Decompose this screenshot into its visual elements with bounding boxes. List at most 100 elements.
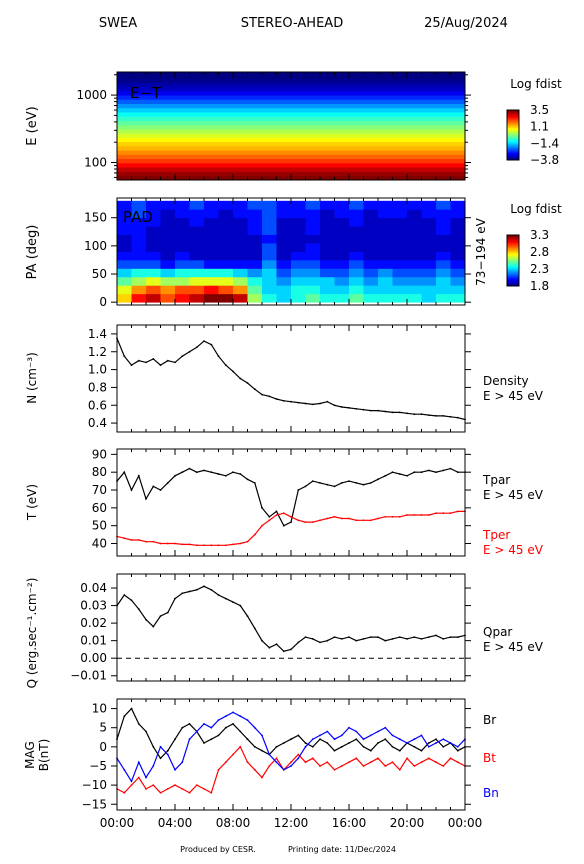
mag-bt-point — [333, 768, 336, 771]
pad-cell — [189, 217, 205, 227]
mag-br-point — [340, 745, 343, 748]
mag-bt-point — [253, 768, 256, 771]
mag-bn-point — [398, 738, 401, 741]
mag-bt-point — [203, 788, 205, 790]
pad-cell — [189, 209, 205, 219]
temperature-tpar-point — [413, 471, 416, 474]
et-colorbar-cell — [507, 138, 519, 141]
mag-bn-point — [275, 761, 278, 764]
pad-cell — [450, 226, 466, 236]
pad-cell — [436, 209, 451, 219]
pad-cell — [407, 243, 422, 252]
mag-bn-point — [188, 738, 191, 741]
et-colorbar-cell — [507, 112, 519, 115]
pad-colorbar-cell — [507, 282, 519, 284]
pad-cell — [407, 285, 422, 295]
mag-br-point — [311, 745, 314, 748]
mag-bn-point — [159, 745, 162, 748]
pad-cell — [262, 226, 277, 236]
pad-cell — [175, 217, 190, 227]
mag-bt-point — [246, 761, 249, 764]
pad-cell — [436, 268, 451, 278]
density-density-point — [210, 343, 213, 346]
pad-cell — [204, 293, 219, 303]
heatflux-qpar-point — [413, 636, 416, 638]
pad-cell — [117, 217, 132, 227]
et-colorbar-cell — [507, 148, 519, 151]
pad-cell — [131, 226, 147, 236]
et-energy-band — [117, 90, 465, 96]
density-ytick-label: 0.6 — [88, 398, 107, 412]
et-colorbar-tick-label: −3.8 — [530, 153, 559, 167]
pad-cell — [117, 209, 132, 219]
temperature-tper-point — [406, 514, 408, 516]
mag-bt-point — [137, 776, 140, 779]
pad-cell — [146, 259, 161, 269]
temperature-tper-point — [188, 543, 191, 546]
et-colorbar-cell — [507, 118, 519, 121]
density-density-point — [326, 400, 329, 403]
pad-cell — [421, 268, 437, 278]
heatflux-ytick-label: 0.01 — [80, 634, 107, 648]
et-colorbar-cell — [507, 156, 519, 158]
heatflux-qpar-point — [159, 615, 162, 617]
pad-cell — [189, 251, 205, 261]
pad-cell — [146, 268, 161, 278]
heatflux-series-qpar-line — [116, 585, 466, 652]
density-density-point — [123, 355, 126, 358]
temperature-tpar-point — [420, 471, 423, 474]
pad-cell — [320, 251, 335, 261]
temperature-tpar-point — [268, 515, 271, 518]
mag-bn-point — [174, 768, 176, 771]
mag-bn-point — [449, 742, 452, 744]
heatflux-qpar-point — [282, 650, 285, 653]
et-colorbar-cell — [507, 130, 519, 132]
pad-cell — [233, 217, 248, 227]
temperature-ytick-label: 60 — [92, 501, 107, 515]
mag-xtick-label: 16:00 — [332, 816, 367, 830]
pad-cell — [349, 234, 364, 244]
pad-cell — [334, 243, 350, 252]
temperature-tper-point — [246, 540, 249, 543]
temperature-tpar-point — [152, 485, 155, 488]
et-energy-band — [117, 145, 465, 151]
mag-br-point — [224, 726, 227, 729]
pad-colorbar-cell — [507, 240, 519, 242]
temperature-frame — [116, 448, 466, 557]
pad-cell — [218, 259, 234, 269]
density-density-point — [413, 413, 416, 416]
temperature-tpar-point — [224, 474, 227, 477]
heatflux-qpar-point — [297, 641, 300, 644]
temperature-tper-point — [130, 539, 133, 541]
pad-cell — [175, 268, 190, 278]
heatflux-qpar-point — [369, 636, 372, 638]
mag-bt-point — [152, 784, 155, 786]
mag-bn-point — [130, 780, 133, 783]
temperature-ytick-label: 40 — [92, 537, 107, 551]
temperature-tpar-point — [232, 471, 234, 474]
mag-bn-point — [427, 745, 430, 748]
et-colorbar-frame — [506, 109, 520, 161]
mag-ylabel-units: B(nT) — [37, 739, 51, 772]
pad-colorbar-cell — [507, 260, 519, 263]
mag-bt-point — [398, 768, 401, 771]
density-density-point — [181, 355, 184, 358]
pad-cell — [407, 259, 422, 269]
pad-cell — [160, 276, 176, 286]
mag-bn-point — [195, 730, 198, 733]
pad-cell — [175, 209, 190, 219]
pad-cell — [204, 285, 219, 295]
temperature-tpar-point — [362, 483, 365, 486]
temperature-tpar-point — [340, 482, 343, 484]
heatflux-qpar-point — [232, 601, 234, 603]
mag-bt-point — [290, 761, 292, 764]
temperature-tpar-point — [145, 498, 147, 500]
pad-cell — [131, 217, 147, 227]
mag-bt-point — [311, 757, 314, 760]
temperature-tper-point — [369, 519, 372, 522]
pad-cell — [378, 276, 393, 286]
mag-br-point — [420, 749, 423, 752]
pad-cell — [450, 285, 466, 295]
et-colorbar-tick-label: 1.1 — [530, 119, 549, 133]
pad-cell — [349, 268, 364, 278]
